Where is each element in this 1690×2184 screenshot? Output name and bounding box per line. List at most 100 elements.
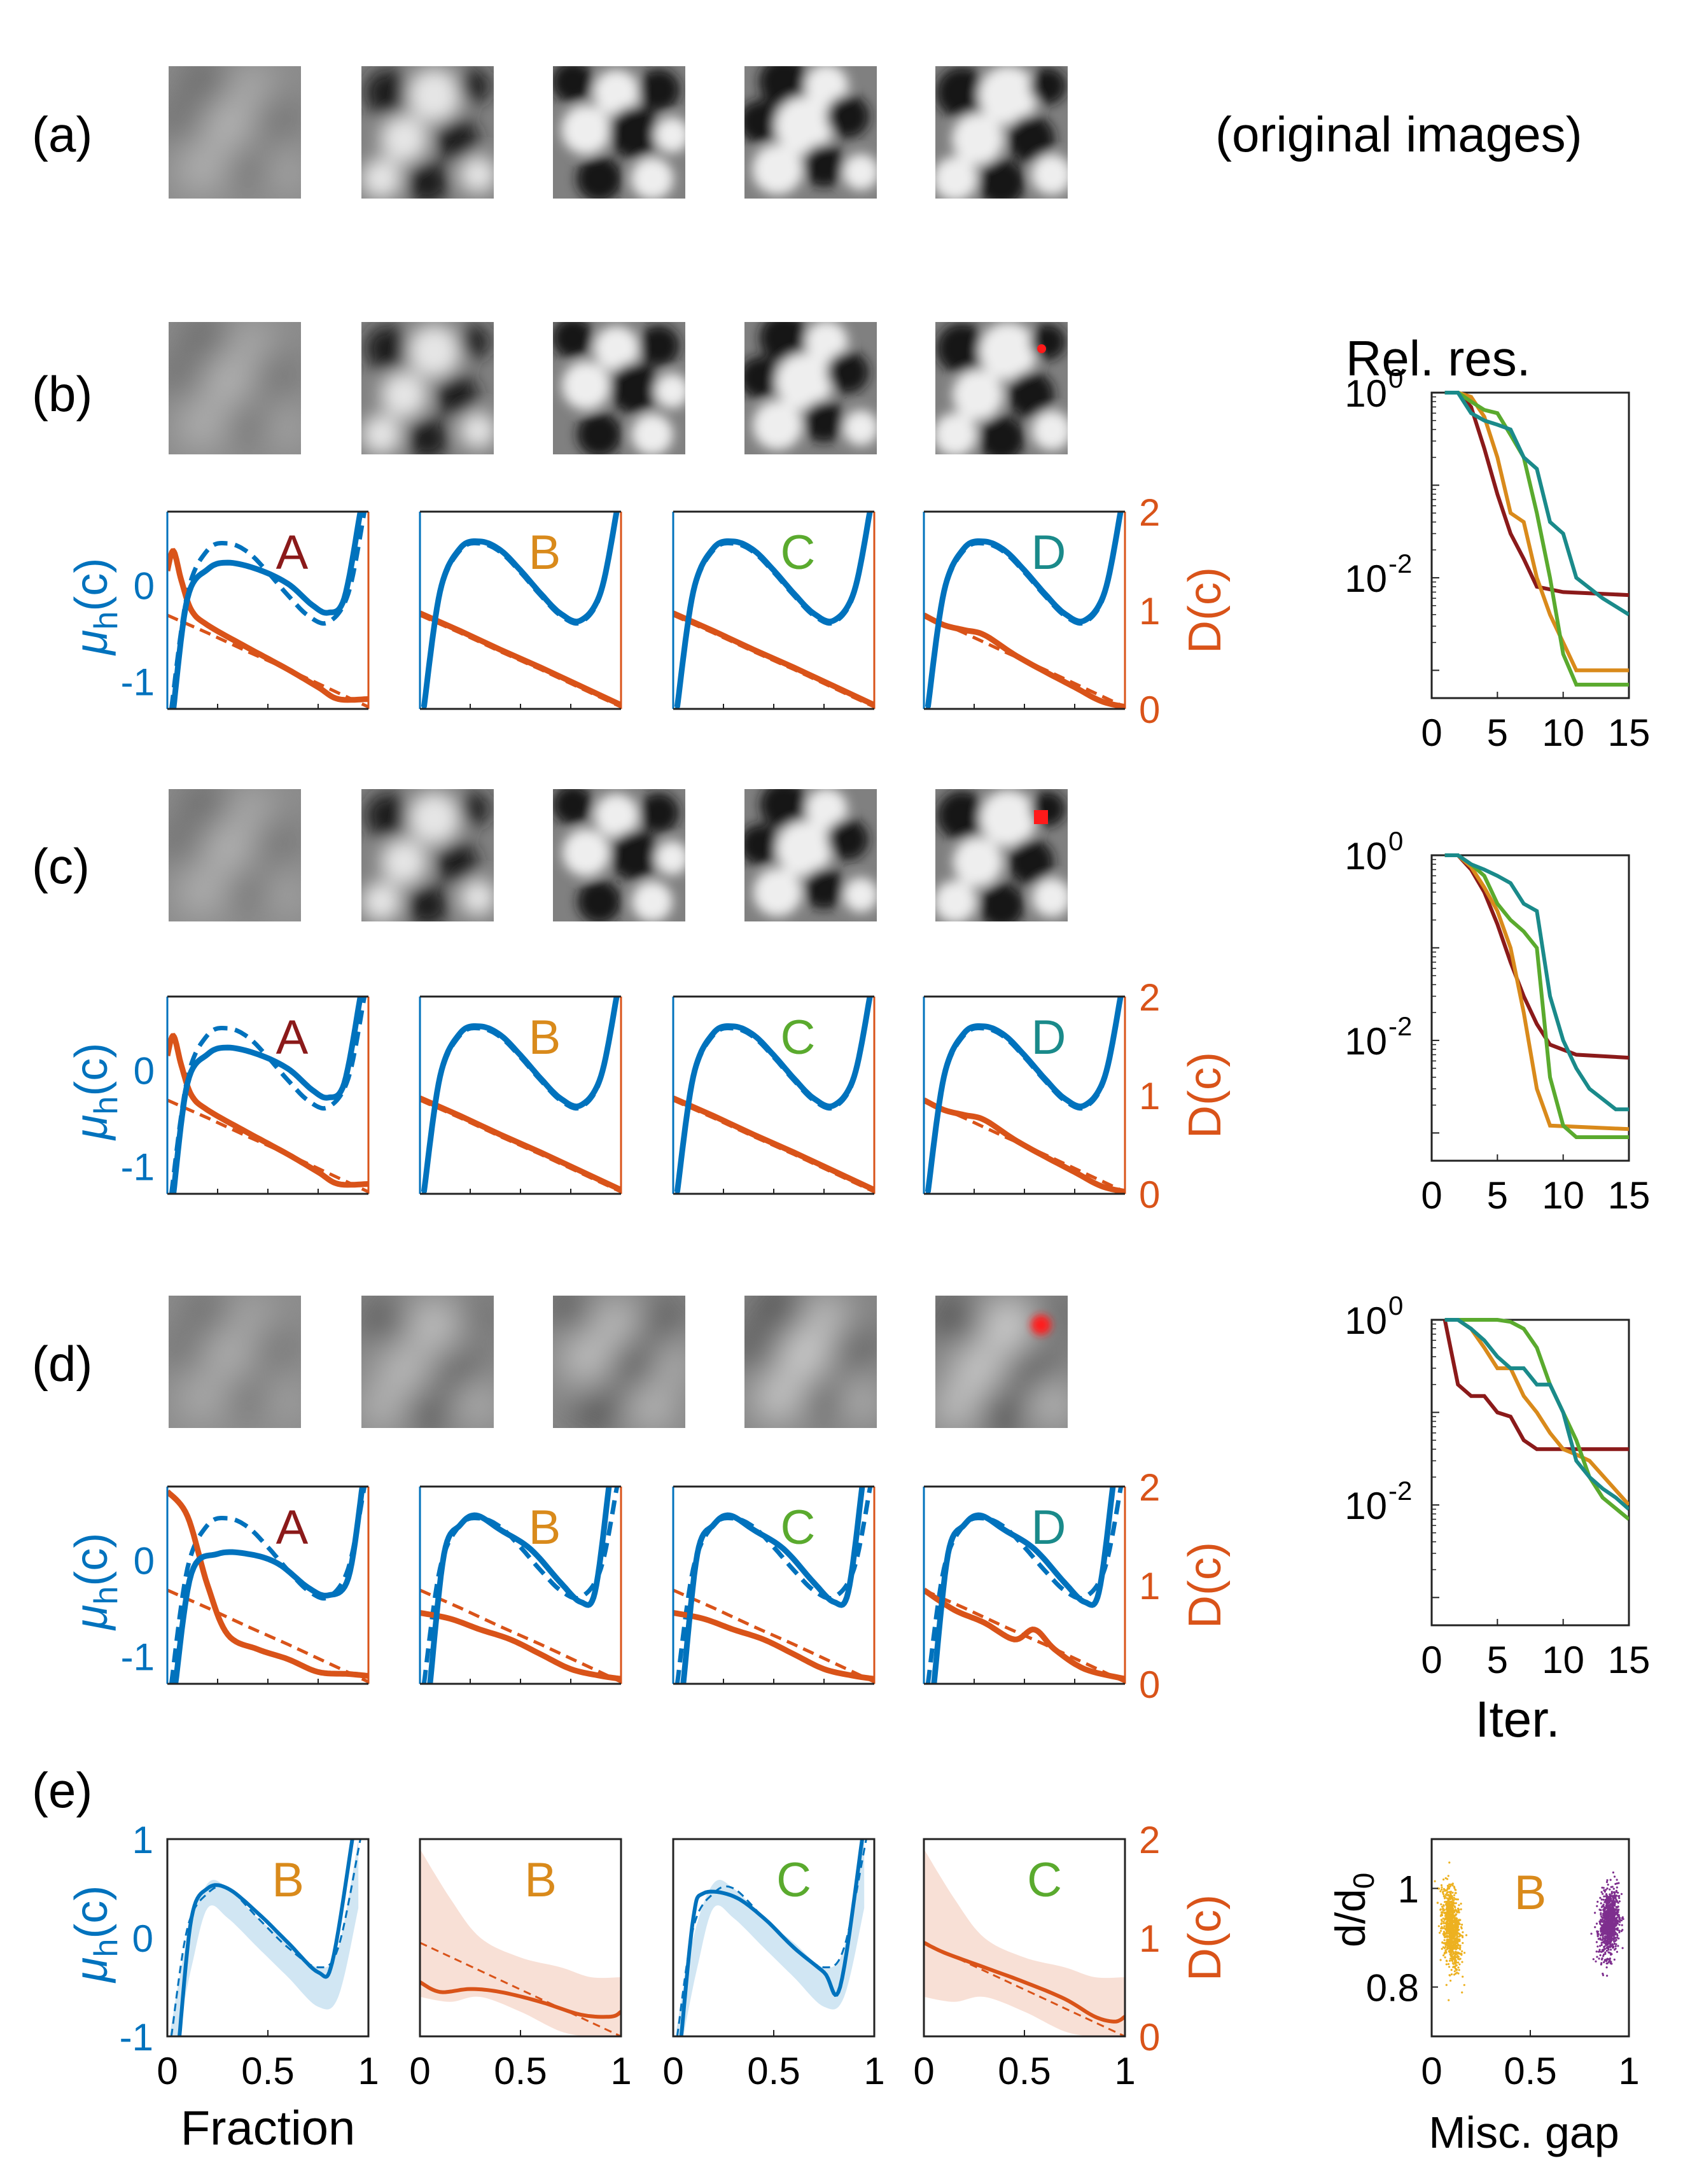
scatter-point [1448, 1883, 1451, 1886]
scatter-point [1444, 1915, 1446, 1917]
scatter-point [1606, 1904, 1609, 1907]
panel-letter-D: D [1031, 1011, 1066, 1065]
scatter-point [1453, 1924, 1455, 1927]
panel-plot-area [924, 1487, 1125, 1684]
thumbnail-content [169, 322, 300, 447]
scatter-point [1600, 1891, 1603, 1893]
scatter-point [1442, 1954, 1445, 1957]
scatter-point [1617, 1910, 1619, 1912]
scatter-point [1442, 1890, 1444, 1893]
scatter-point [1450, 1969, 1453, 1971]
scatter-point [1601, 1919, 1604, 1921]
panel-x-tick-label: 1 [358, 2050, 379, 2092]
scatter-point [1613, 1949, 1616, 1951]
scatter-point [1598, 1957, 1600, 1960]
thumbnail-phase-domain [1007, 839, 1054, 885]
thumbnail-phase-domain [1034, 1386, 1068, 1422]
scatter-point [1600, 1919, 1602, 1921]
scatter-point [1449, 1891, 1452, 1894]
scatter-point [1609, 1962, 1612, 1964]
panel-plot-area [420, 1849, 621, 2036]
scatter-point [1451, 1945, 1453, 1948]
thumbnail-phase-domain [232, 790, 269, 827]
thumbnail-phase-domain [186, 322, 230, 360]
scatter-point [1458, 1969, 1460, 1971]
scatter-point [1446, 1915, 1449, 1917]
thumbnail-phase-domain [843, 410, 877, 446]
thumbnail-pattern [744, 66, 877, 195]
scatter-point [1617, 1895, 1620, 1898]
scatter-point [1617, 1882, 1620, 1884]
scatter-point [1599, 1954, 1602, 1957]
scatter-point [1448, 1974, 1451, 1977]
scatter-point [1441, 1905, 1444, 1908]
scatter-point [1445, 1931, 1448, 1934]
thumbnail-phase-domain [562, 829, 610, 876]
thumbnail-phase-domain [361, 158, 402, 199]
rel-res-x-tick-label: 10 [1542, 711, 1584, 754]
thumbnail-pattern [553, 66, 685, 199]
panel-letter-A: A [276, 1501, 309, 1555]
mu-posterior-mean-line [178, 1839, 354, 2036]
scatter-point [1596, 1900, 1599, 1903]
D-estimate-line [924, 1097, 1125, 1194]
thumbnail-phase-domain [253, 821, 290, 858]
mu-true-dashed-line [674, 512, 873, 709]
scatter-point [1614, 1903, 1616, 1905]
scatter-point [1454, 1892, 1456, 1894]
rel-res-y-tick-exponent: -2 [1388, 1011, 1412, 1041]
thumbnail-content [553, 66, 685, 199]
scatter-point [1457, 1957, 1460, 1960]
scatter-point [1456, 1928, 1458, 1930]
scatter-point [1606, 1914, 1609, 1916]
scatter-point [1599, 1945, 1602, 1947]
scatter-point [1450, 1883, 1453, 1886]
residual-line-A [1442, 1319, 1629, 1452]
scatter-point [1615, 1938, 1617, 1942]
mu-suffix: (c) [66, 1533, 117, 1586]
thumbnail-phase-domain [744, 1332, 779, 1371]
panel-x-tick-label: 1 [610, 2050, 631, 2092]
thumbnail-d-5 [935, 1296, 1068, 1428]
thumbnail-c-3 [553, 789, 685, 921]
thumbnail-b-4 [744, 322, 877, 454]
scatter-point [1600, 1926, 1603, 1929]
thumbnail-phase-domain [802, 144, 846, 187]
scatter-point [1605, 1889, 1607, 1891]
scatter-point [1441, 1914, 1444, 1917]
scatter-point [1606, 1898, 1609, 1901]
scatter-point [1448, 1959, 1451, 1962]
mu-D-panel-c-A: A0-1μh(c) [66, 995, 370, 1195]
thumbnail-phase-domain [270, 412, 300, 444]
scatter-point [1607, 1906, 1609, 1908]
scatter-point [1446, 1912, 1449, 1914]
scatter-point [1617, 1937, 1620, 1940]
thumbnail-phase-domain [744, 823, 781, 865]
thumbnail-phase-domain [609, 362, 661, 414]
scatter-point [1616, 1929, 1619, 1931]
mu-true-dashed-line [674, 997, 873, 1194]
thumbnail-pattern [935, 66, 1068, 199]
scatter-point [1445, 1984, 1448, 1986]
scatter-point [1594, 1912, 1596, 1914]
thumbnail-a-4 [744, 66, 877, 199]
scatter-point [1602, 1893, 1604, 1895]
thumbnail-phase-domain [775, 97, 833, 155]
scatter-point [1453, 1947, 1455, 1950]
thumbnail-b-1 [169, 322, 301, 454]
scatter-point [1618, 1917, 1621, 1920]
mu-D-panel-d-B: B [419, 1485, 622, 1685]
mu-subscript: h [88, 1586, 125, 1605]
thumbnail-phase-domain [230, 403, 267, 440]
thumbnail-phase-domain [842, 154, 877, 190]
D-estimate-line [673, 1609, 874, 1682]
scatter-point [1604, 1936, 1607, 1939]
scatter-point [1603, 1891, 1606, 1893]
scatter-point [1606, 1957, 1609, 1960]
scatter-point [1451, 1921, 1454, 1924]
mu-true-dashed-line [925, 1487, 1124, 1684]
scatter-point [1453, 1899, 1455, 1901]
scatter-point [1606, 1941, 1609, 1943]
scatter-point [1447, 1963, 1450, 1965]
scatter-point [1604, 1907, 1607, 1910]
